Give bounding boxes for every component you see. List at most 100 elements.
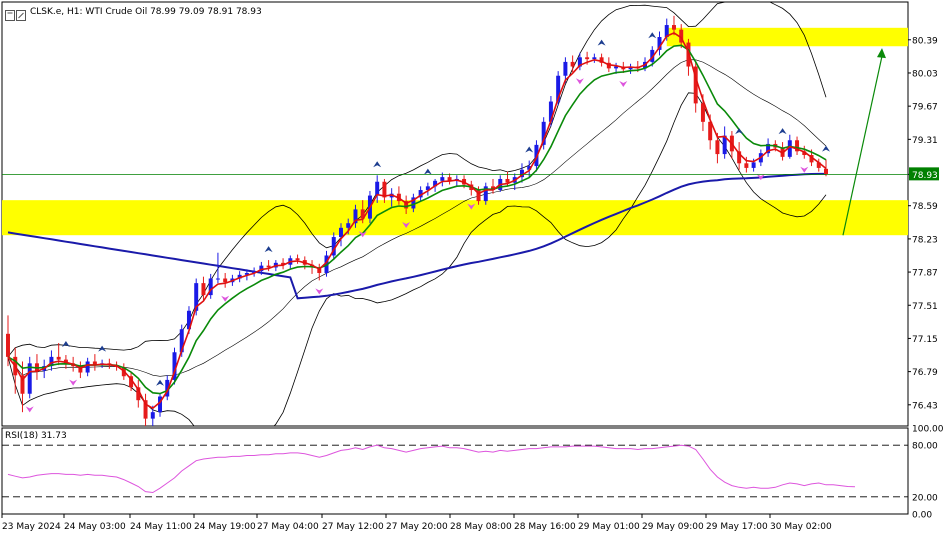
candle-body — [6, 333, 10, 357]
fractal-down-arrow — [358, 231, 367, 238]
candle-body — [136, 387, 141, 401]
candle-body — [49, 356, 54, 367]
rsi-level-label: 20.00 — [912, 493, 938, 503]
time-tick-label: 30 May 02:00 — [770, 522, 832, 532]
time-tick-label: 24 May 19:00 — [194, 522, 256, 532]
rsi-level-label: 80.00 — [912, 442, 938, 452]
candle-body — [614, 66, 619, 69]
fractal-up-arrow — [264, 246, 273, 253]
price-tick-label: 76.43 — [912, 401, 938, 411]
candle-body — [519, 169, 524, 178]
candle-body — [824, 168, 828, 175]
projection-arrow-line — [842, 55, 883, 236]
candle-body — [172, 352, 177, 380]
time-tick-label: 29 May 01:00 — [578, 522, 640, 532]
time-tick-label: 24 May 11:00 — [130, 522, 192, 532]
candle-body — [816, 162, 821, 168]
current-price-marker — [909, 167, 939, 181]
candle-body — [476, 190, 481, 202]
candle-body — [404, 201, 409, 209]
candle-body — [534, 144, 539, 167]
time-tick-label: 29 May 17:00 — [706, 522, 768, 532]
candle-body — [585, 57, 590, 60]
candle-body — [491, 186, 495, 191]
candle-body — [63, 359, 68, 364]
candle-body — [809, 155, 814, 163]
candle-body — [360, 209, 365, 219]
candle-body — [628, 66, 633, 70]
candle-body — [787, 140, 792, 157]
fractal-down-arrow — [315, 288, 324, 295]
candle-body — [56, 356, 61, 360]
price-tick-label: 78.59 — [912, 202, 938, 212]
fractal-down-arrow — [402, 222, 411, 228]
candle-body — [92, 361, 97, 366]
candle-body — [252, 271, 257, 273]
fractal-up-arrow — [597, 39, 606, 46]
candle-body — [708, 121, 713, 141]
candle-body — [563, 61, 568, 76]
candle-body — [129, 376, 134, 388]
candle-body — [382, 181, 387, 198]
candle-body — [671, 25, 676, 30]
candle-body — [331, 237, 336, 256]
candle-body — [281, 262, 286, 265]
chart-window-icons — [5, 10, 26, 21]
candle-body — [85, 361, 90, 373]
candle-body — [20, 375, 25, 394]
candle-body — [208, 278, 213, 296]
resistance-zone — [666, 27, 908, 47]
fractal-up-arrow — [373, 161, 382, 168]
candle-body — [34, 363, 39, 371]
fractal-up-arrow — [822, 145, 830, 152]
price-tick-label: 78.93 — [912, 171, 938, 181]
fractal-down-arrow — [221, 295, 230, 302]
fractal-down-arrow — [575, 78, 584, 85]
candle-body — [751, 162, 756, 168]
candle-body — [447, 177, 452, 181]
fractal-down-arrow — [800, 166, 809, 173]
price-tick-label: 79.67 — [912, 103, 938, 113]
candle-body — [179, 329, 184, 353]
candle-body — [679, 29, 684, 43]
candle-body — [150, 412, 155, 419]
candle-body — [737, 151, 742, 164]
time-tick-label: 27 May 04:00 — [257, 522, 319, 532]
candle-body — [223, 278, 228, 283]
rsi-level-label: 0.00 — [912, 511, 932, 521]
fractal-up-arrow — [61, 341, 70, 348]
fractal-down-arrow — [25, 406, 34, 413]
candle-body — [237, 274, 242, 279]
time-tick-label: 27 May 12:00 — [322, 522, 384, 532]
candle-body — [802, 151, 807, 156]
chart-symbol-header: CLSK.e, H1: WTI Crude Oil 78.99 79.09 78… — [30, 7, 262, 17]
fractal-up-arrow — [778, 128, 787, 135]
candle-body — [505, 178, 510, 183]
candle-body — [27, 363, 32, 394]
candle-body — [556, 75, 561, 102]
time-tick-label: 28 May 08:00 — [450, 522, 512, 532]
time-tick-label: 24 May 03:00 — [64, 522, 126, 532]
candle-body — [295, 258, 300, 261]
candle-body — [715, 140, 720, 155]
price-tick-label: 80.03 — [912, 69, 938, 79]
candle-body — [78, 366, 83, 373]
fractal-up-arrow — [735, 128, 744, 135]
candle-body — [259, 265, 264, 272]
fractal-up-arrow — [98, 345, 107, 352]
ema-fast-line — [7, 31, 827, 410]
candle-body — [650, 49, 655, 62]
time-tick-label: 23 May 2024 — [2, 522, 61, 532]
candle-body — [186, 310, 191, 330]
candle-body — [440, 177, 445, 181]
support-zone — [2, 200, 908, 236]
time-tick-label: 28 May 16:00 — [514, 522, 576, 532]
price-tick-label: 77.51 — [912, 302, 938, 312]
candle-body — [375, 181, 380, 196]
candle-body — [353, 209, 358, 224]
candle-body — [570, 61, 575, 67]
candle-body — [527, 166, 532, 170]
fractal-up-arrow — [648, 32, 657, 39]
